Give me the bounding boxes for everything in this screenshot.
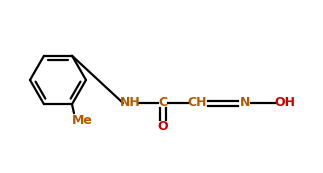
Text: NH: NH [120,97,141,110]
Text: N: N [240,97,250,110]
Text: CH: CH [187,97,207,110]
Text: Me: Me [72,114,92,127]
Text: C: C [159,97,168,110]
Text: O: O [158,120,168,133]
Text: OH: OH [275,97,296,110]
